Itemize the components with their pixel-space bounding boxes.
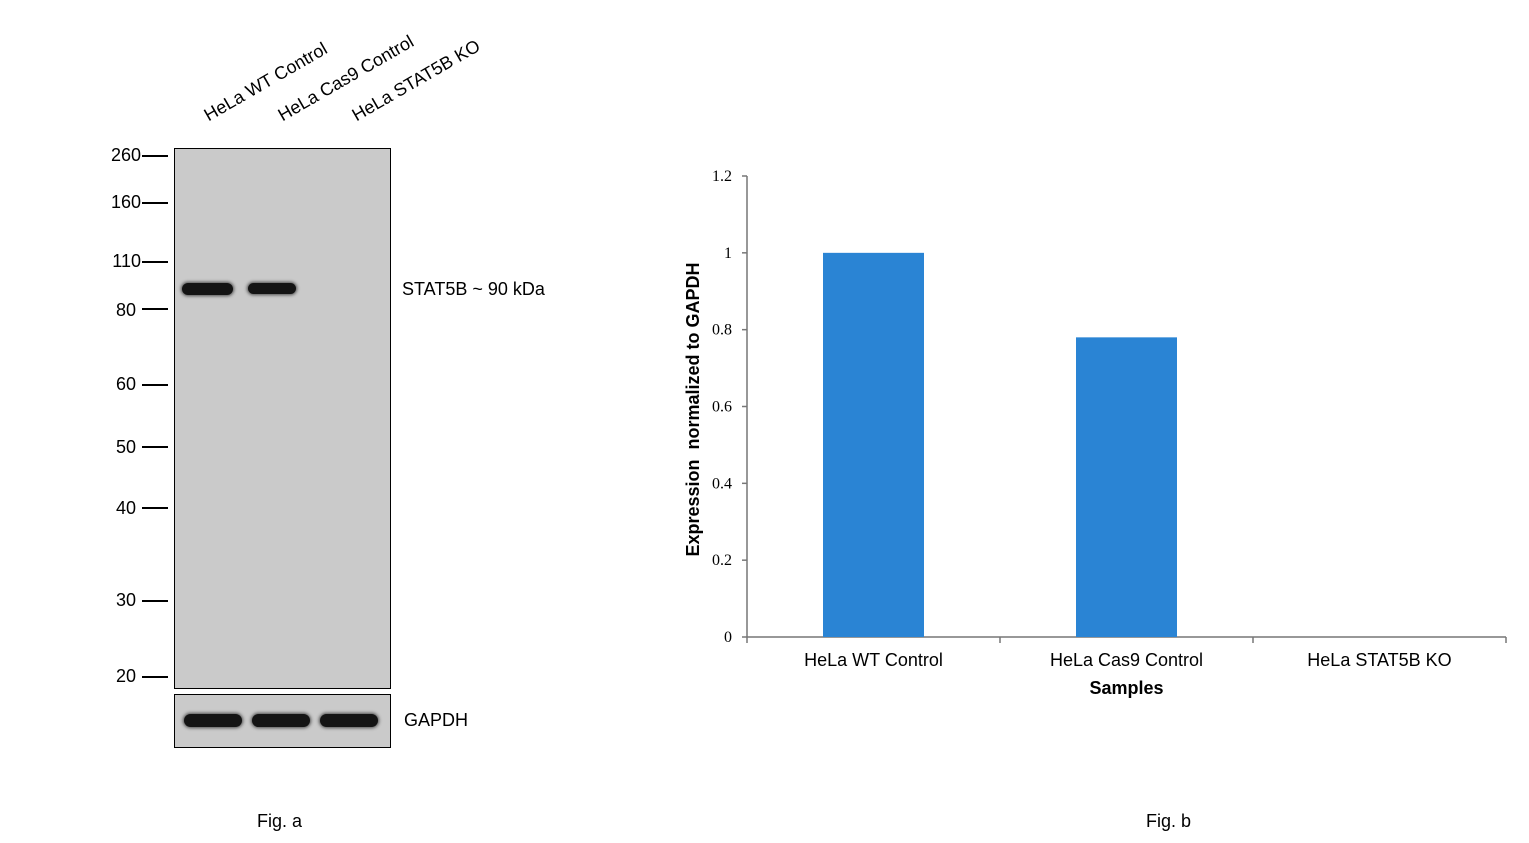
gapdh-band-ko [320,714,378,727]
x-category-label: HeLa STAT5B KO [1307,650,1451,670]
y-tick-label: 0.4 [712,475,732,492]
x-axis-title: Samples [1089,678,1163,698]
marker-label-20: 20 [115,666,136,686]
marker-label-80: 80 [115,300,136,320]
figure-b-caption: Fig. b [1146,811,1192,831]
bar-chart-figure: 0 0.2 0.4 0.6 0.8 1 1.2 HeLa WT Control HeLa Cas… [640,0,1529,843]
marker-tick-110 [142,261,168,263]
marker-tick-60 [142,384,168,386]
figure-a-caption: Fig. a [257,811,303,831]
western-blot-figure: HeLa WT Control HeLa Cas9 Control HeLa S… [0,0,640,843]
marker-label-40: 40 [115,498,136,518]
marker-tick-160 [142,202,168,204]
marker-label-160: 160 [110,192,141,212]
gapdh-band-cas9 [252,714,310,727]
marker-label-50: 50 [115,437,136,457]
y-tick-label: 1 [724,245,732,262]
stat5b-band-wt [182,283,233,295]
marker-tick-30 [142,600,168,602]
bar-1 [823,252,924,638]
marker-label-260: 260 [110,145,141,165]
gapdh-band-wt [184,714,242,727]
gapdh-blot-panel [174,694,391,748]
y-tick-label: 0.8 [712,322,732,339]
y-tick-label: 1.2 [712,168,732,185]
lane-label-cas9: HeLa Cas9 Control [274,31,418,126]
x-category-label: HeLa Cas9 Control [1050,650,1203,670]
y-tick-label: 0.6 [712,399,732,416]
bar-2 [1076,337,1177,637]
bar-chart: 0 0.2 0.4 0.6 0.8 1 1.2 HeLa WT Control HeLa Cas… [683,168,1507,698]
marker-tick-50 [142,446,168,448]
marker-tick-260 [142,155,168,157]
y-tick-label: 0 [724,629,732,646]
marker-tick-40 [142,507,168,509]
stat5b-band-cas9 [248,283,296,294]
y-tick-label: 0.2 [712,552,732,569]
target-protein-label: STAT5B ~ 90 kDa [402,279,545,299]
marker-tick-20 [142,676,168,678]
marker-tick-80 [142,308,168,310]
main-blot-panel [174,148,391,689]
lane-label-wt: HeLa WT Control [200,38,331,126]
x-category-label: HeLa WT Control [804,650,943,670]
y-axis-title: Expression normalized to GAPDH [683,262,703,556]
marker-label-30: 30 [115,590,136,610]
marker-label-60: 60 [115,374,136,394]
marker-label-110: 110 [112,251,141,271]
loading-control-label: GAPDH [404,710,469,730]
